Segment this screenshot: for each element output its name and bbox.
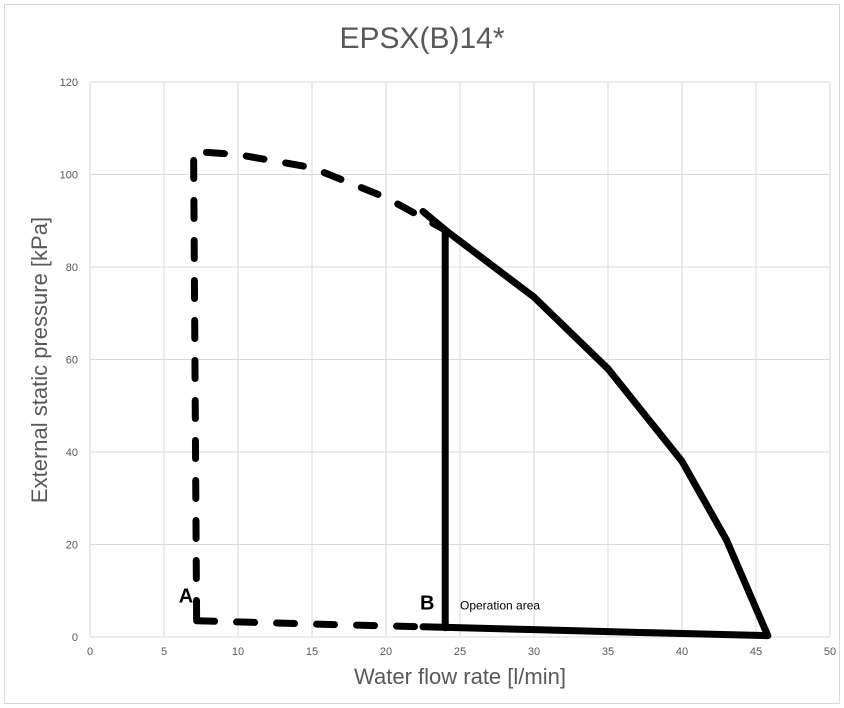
y-tick-label: 80: [66, 262, 78, 274]
x-tick-label: 5: [161, 646, 167, 658]
point-label-a: A: [179, 585, 193, 607]
x-tick-label: 20: [380, 646, 392, 658]
series-line-1: [190, 147, 449, 622]
x-tick-label: 45: [750, 646, 762, 658]
x-tick-label: 30: [528, 646, 540, 658]
y-tick-label: 0: [72, 632, 78, 644]
y-tick-label: 60: [66, 355, 78, 367]
y-tick-label: 120: [60, 77, 78, 89]
x-tick-label: 0: [87, 646, 93, 658]
series-line-2: [193, 617, 427, 631]
y-tick-label: 40: [66, 447, 78, 459]
x-tick-label: 40: [676, 646, 688, 658]
point-label-b: B: [420, 592, 434, 614]
series-line-5: [419, 208, 772, 640]
chart-title: EPSX(B)14*: [339, 22, 505, 55]
x-tick-label: 50: [824, 646, 836, 658]
y-tick-label: 100: [60, 170, 78, 182]
y-axis-label: External static pressure [kPa]: [27, 216, 52, 504]
x-tick-label: 25: [454, 646, 466, 658]
x-tick-label: 10: [232, 646, 244, 658]
x-tick-label: 35: [602, 646, 614, 658]
operation-area-label: Operation area: [460, 598, 540, 612]
y-tick-label: 20: [66, 540, 78, 552]
x-tick-label: 15: [306, 646, 318, 658]
series-line-3: [419, 623, 772, 640]
chart-frame: [4, 4, 840, 704]
x-axis-label: Water flow rate [l/min]: [354, 664, 566, 689]
